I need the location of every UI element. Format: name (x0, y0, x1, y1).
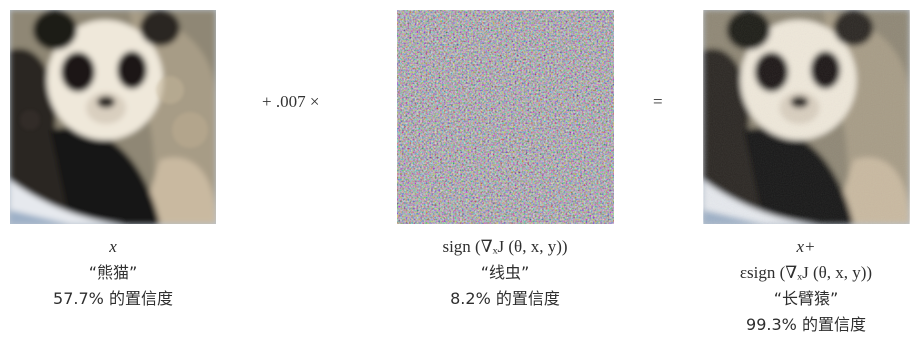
class-label: “长臂猿” (773, 289, 839, 308)
caption-noise: sign (∇ₓJ (θ, x, y)) “线虫” 8.2% 的置信度 (380, 234, 630, 312)
caption-original: x “熊猫” 57.7% 的置信度 (10, 234, 216, 312)
perturbed-panda-image (703, 10, 910, 224)
noise-pattern-icon (397, 10, 614, 224)
confidence-text: 57.7% 的置信度 (53, 289, 173, 308)
class-label: “线虫” (480, 263, 530, 282)
confidence-text: 99.3% 的置信度 (746, 315, 866, 334)
equals-operator: = (653, 92, 663, 111)
formula-x: x (109, 237, 117, 256)
formula-epsilon-sign: εsign (∇ₓJ (θ, x, y)) (739, 263, 873, 282)
panda-photo-icon (10, 10, 216, 224)
caption-adversarial: x+ εsign (∇ₓJ (θ, x, y)) “长臂猿” 99.3% 的置信… (690, 234, 918, 338)
formula-sign-gradient: sign (∇ₓJ (θ, x, y)) (442, 237, 568, 256)
panda-photo-perturbed-icon (703, 10, 910, 224)
panda-image (10, 10, 216, 224)
formula-x-plus: x+ (796, 237, 816, 256)
noise-image (397, 10, 614, 224)
confidence-text: 8.2% 的置信度 (450, 289, 560, 308)
class-label: “熊猫” (88, 263, 138, 282)
plus-operator: + .007 × (262, 92, 320, 111)
